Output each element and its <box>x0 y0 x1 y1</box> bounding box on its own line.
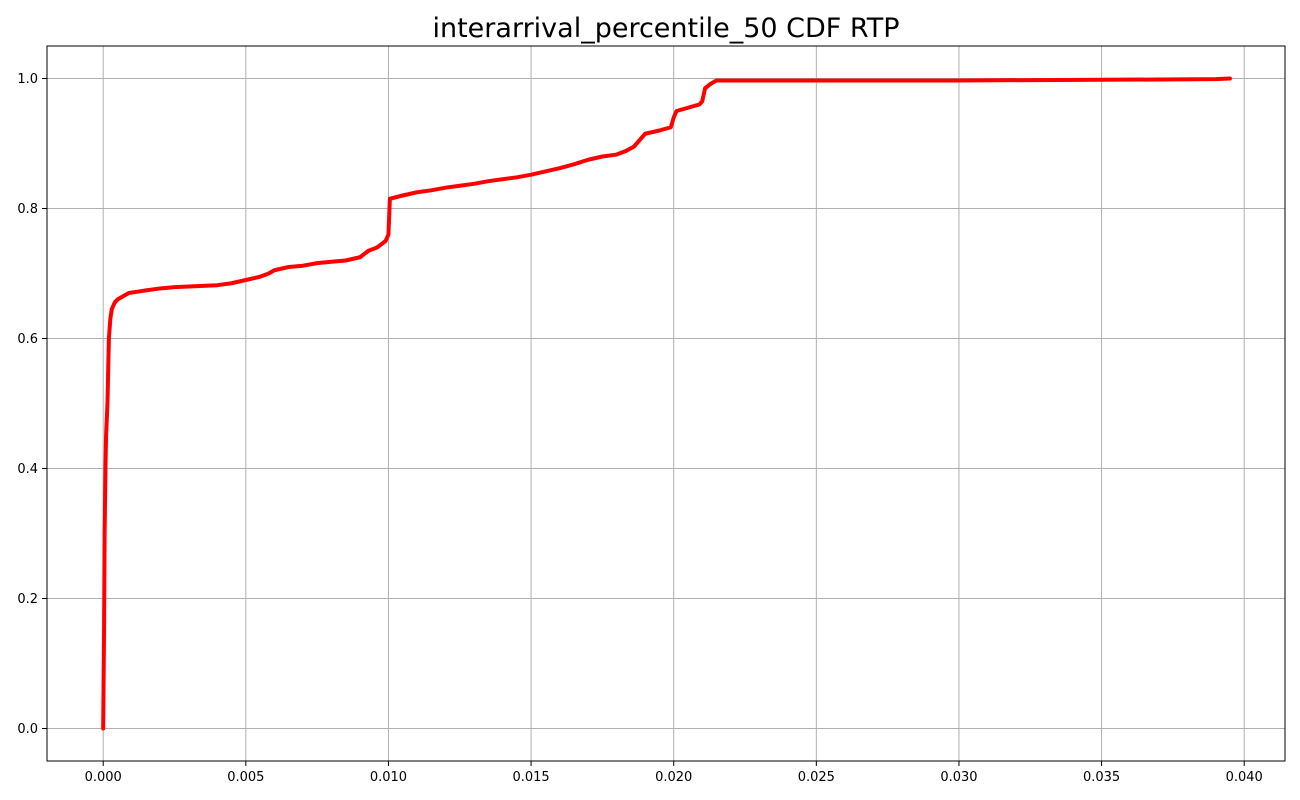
chart-title: interarrival_percentile_50 CDF RTP <box>432 13 899 44</box>
cdf-series-line <box>101 76 1232 731</box>
y-tick-label: 0.2 <box>17 592 38 607</box>
y-tick-label: 0.6 <box>17 332 38 347</box>
x-tick-label: 0.020 <box>655 770 692 785</box>
x-tick-label: 0.030 <box>940 770 977 785</box>
x-tick-label: 0.010 <box>370 770 407 785</box>
x-tick-label: 0.035 <box>1083 770 1120 785</box>
tick-labels: 0.000 0.005 0.010 0.015 0.020 0.025 0.030 0.035… <box>17 72 1263 785</box>
y-tick-label: 0.8 <box>17 202 38 217</box>
x-tick-label: 0.015 <box>512 770 549 785</box>
series-layer <box>101 76 1232 731</box>
y-tick-label: 0.4 <box>17 462 38 477</box>
y-tick-label: 0.0 <box>17 722 38 737</box>
ticks <box>42 78 1245 766</box>
x-tick-label: 0.025 <box>798 770 835 785</box>
y-tick-label: 1.0 <box>17 72 38 87</box>
plot-frame <box>46 45 1286 762</box>
x-tick-label: 0.005 <box>227 770 264 785</box>
grid <box>47 46 1285 761</box>
x-tick-label: 0.000 <box>85 770 122 785</box>
x-tick-label: 0.040 <box>1226 770 1263 785</box>
